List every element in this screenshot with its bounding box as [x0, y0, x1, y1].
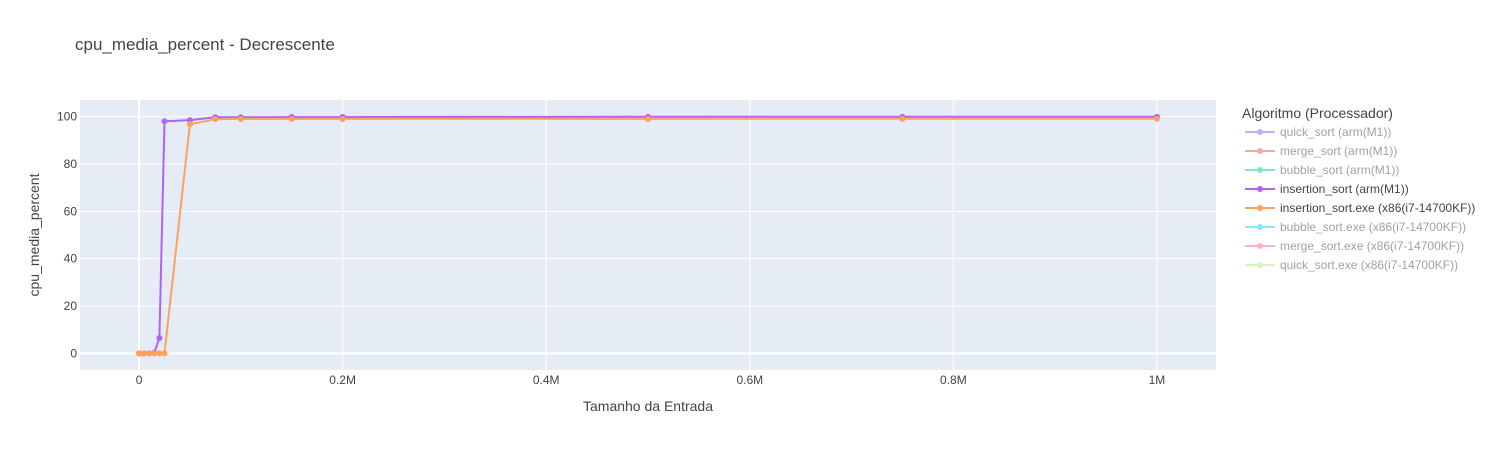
data-point[interactable] [288, 115, 295, 122]
y-axis-ticks: 0 20 40 60 80 100 [57, 110, 77, 361]
data-point[interactable] [237, 115, 244, 122]
legend-item[interactable]: insertion_sort (arm(M1)) [1245, 182, 1409, 196]
series-lines [136, 113, 1160, 357]
y-axis-label: cpu_media_percent [26, 173, 42, 296]
x-tick-label: 0 [136, 373, 143, 387]
x-tick-label: 1M [1149, 373, 1166, 387]
legend-item-label: bubble_sort.exe (x86(i7-14700KF)) [1280, 220, 1466, 234]
data-point[interactable] [141, 350, 148, 357]
x-axis-ticks: 0 0.2M 0.4M 0.6M 0.8M 1M [136, 373, 1166, 387]
data-point[interactable] [645, 115, 651, 122]
legend-item[interactable]: bubble_sort (arm(M1)) [1245, 163, 1399, 177]
data-point[interactable] [212, 116, 219, 123]
data-point[interactable] [151, 350, 158, 357]
x-tick-label: 0.6M [736, 373, 763, 387]
legend-item-label: insertion_sort (arm(M1)) [1280, 182, 1409, 196]
x-axis-label: Tamanho da Entrada [583, 398, 713, 414]
y-tick-label: 100 [57, 110, 77, 124]
y-tick-label: 60 [64, 204, 78, 218]
data-point[interactable] [1153, 115, 1160, 122]
legend-marker-icon [1257, 224, 1263, 230]
y-tick-label: 40 [64, 252, 78, 266]
legend: Algoritmo (Processador) quick_sort (arm(… [1242, 105, 1475, 272]
x-tick-label: 0.4M [533, 373, 560, 387]
data-point[interactable] [161, 350, 168, 357]
legend-item[interactable]: insertion_sort.exe (x86(i7-14700KF)) [1245, 201, 1475, 215]
legend-marker-icon [1257, 205, 1263, 211]
data-point[interactable] [146, 350, 153, 357]
legend-marker-icon [1257, 148, 1263, 154]
legend-item-label: merge_sort (arm(M1)) [1280, 144, 1397, 158]
series-4 [136, 115, 1160, 357]
y-tick-label: 0 [70, 346, 77, 360]
legend-title: Algoritmo (Processador) [1242, 105, 1393, 121]
legend-item[interactable]: quick_sort.exe (x86(i7-14700KF)) [1245, 258, 1458, 272]
legend-item[interactable]: merge_sort.exe (x86(i7-14700KF)) [1245, 239, 1464, 253]
data-point[interactable] [186, 121, 193, 128]
data-point[interactable] [156, 350, 163, 357]
legend-marker-icon [1257, 129, 1263, 135]
x-tick-label: 0.8M [940, 373, 967, 387]
data-point[interactable] [899, 115, 906, 122]
legend-item-label: insertion_sort.exe (x86(i7-14700KF)) [1280, 201, 1475, 215]
legend-item-label: merge_sort.exe (x86(i7-14700KF)) [1280, 239, 1464, 253]
legend-marker-icon [1257, 186, 1263, 192]
x-tick-label: 0.2M [329, 373, 356, 387]
chart-title: cpu_media_percent - Decrescente [75, 35, 335, 54]
data-point[interactable] [339, 115, 346, 122]
plot-area[interactable] [80, 100, 1216, 370]
legend-item[interactable]: bubble_sort.exe (x86(i7-14700KF)) [1245, 220, 1466, 234]
data-point[interactable] [161, 118, 168, 125]
legend-item[interactable]: merge_sort (arm(M1)) [1245, 144, 1397, 158]
legend-item-label: quick_sort.exe (x86(i7-14700KF)) [1280, 258, 1458, 272]
data-point[interactable] [156, 335, 163, 342]
y-tick-label: 20 [64, 299, 78, 313]
legend-item-label: quick_sort (arm(M1)) [1280, 125, 1391, 139]
y-tick-label: 80 [64, 157, 78, 171]
legend-item[interactable]: quick_sort (arm(M1)) [1245, 125, 1391, 139]
legend-item-label: bubble_sort (arm(M1)) [1280, 163, 1399, 177]
legend-marker-icon [1257, 167, 1263, 173]
legend-marker-icon [1257, 243, 1263, 249]
legend-marker-icon [1257, 262, 1263, 268]
